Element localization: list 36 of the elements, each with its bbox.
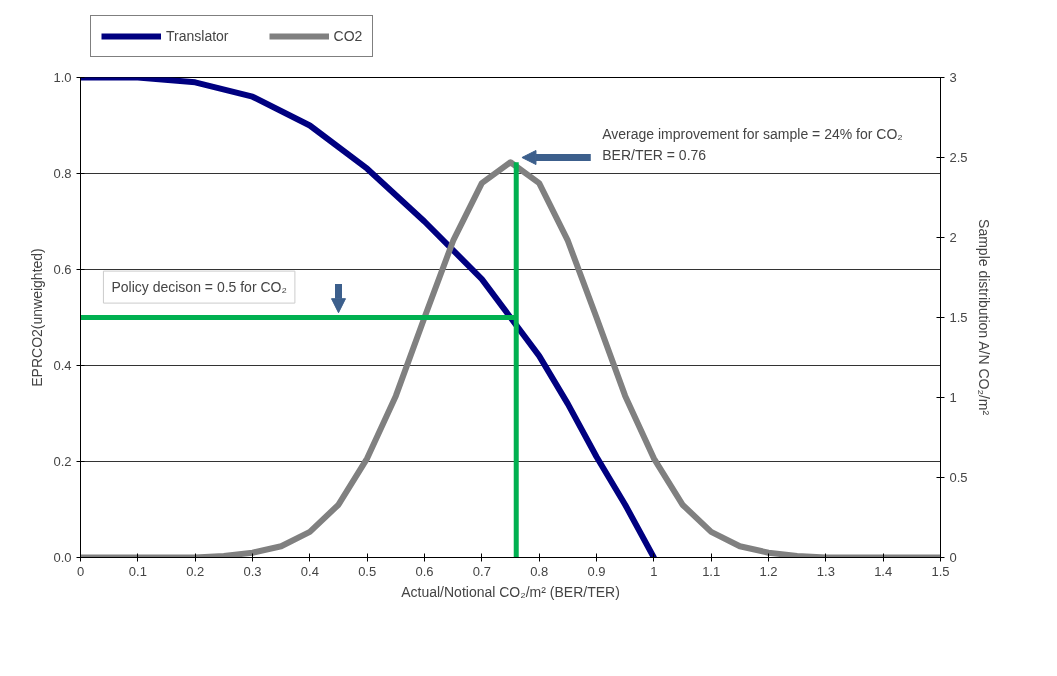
- x-tick-label: 1.2: [759, 563, 778, 579]
- y2-axis-title: Sample distribution A/N CO₂/m²: [975, 219, 992, 416]
- x-tick-label: 1: [650, 563, 658, 579]
- x-tick-label: 0.2: [186, 563, 205, 579]
- ref-line-label: Average improvement for sample = 24% for CO₂ BER/TER = 0.76: [602, 125, 903, 164]
- y2-tick-label: 0.5: [949, 470, 968, 485]
- y2-tick-label: 1.5: [949, 310, 968, 325]
- legend-label: Translator: [166, 28, 229, 44]
- y2-tick-label: 0: [949, 550, 957, 565]
- y-tick-label: 0.6: [53, 262, 72, 277]
- ref-line-label: Policy decison = 0.5 for CO₂: [111, 279, 287, 296]
- x-axis-title: Actual/Notional CO₂/m² (BER/TER): [401, 583, 620, 600]
- x-tick-label: 0.8: [530, 563, 549, 579]
- y-tick-label: 0.0: [53, 550, 72, 565]
- y-tick-label: 1.0: [53, 70, 72, 85]
- y-tick-label: 0.8: [53, 166, 72, 181]
- y2-tick-label: 2: [949, 230, 957, 245]
- x-tick-label: 0.4: [300, 563, 319, 579]
- x-tick-label: 0.6: [415, 563, 434, 579]
- y2-tick-label: 3: [949, 70, 957, 85]
- x-tick-label: 1.1: [702, 563, 721, 579]
- y-axis-title: EPRCO2(unweighted): [29, 248, 46, 387]
- x-tick-label: 0.7: [472, 563, 491, 579]
- x-tick-label: 0: [76, 563, 85, 579]
- x-tick-label: 0.3: [243, 563, 262, 579]
- x-tick-label: 0.9: [587, 563, 606, 579]
- legend-label: CO2: [333, 28, 363, 44]
- x-tick-label: 0.1: [128, 563, 147, 579]
- y-tick-label: 0.2: [53, 454, 72, 469]
- y2-tick-label: 1: [949, 390, 957, 405]
- x-tick-label: 0.5: [358, 563, 377, 579]
- x-tick-label: 1.5: [931, 563, 950, 579]
- y-tick-label: 0.4: [53, 358, 72, 373]
- y2-tick-label: 2.5: [949, 150, 968, 165]
- x-tick-label: 1.4: [874, 563, 893, 579]
- x-tick-label: 1.3: [816, 563, 835, 579]
